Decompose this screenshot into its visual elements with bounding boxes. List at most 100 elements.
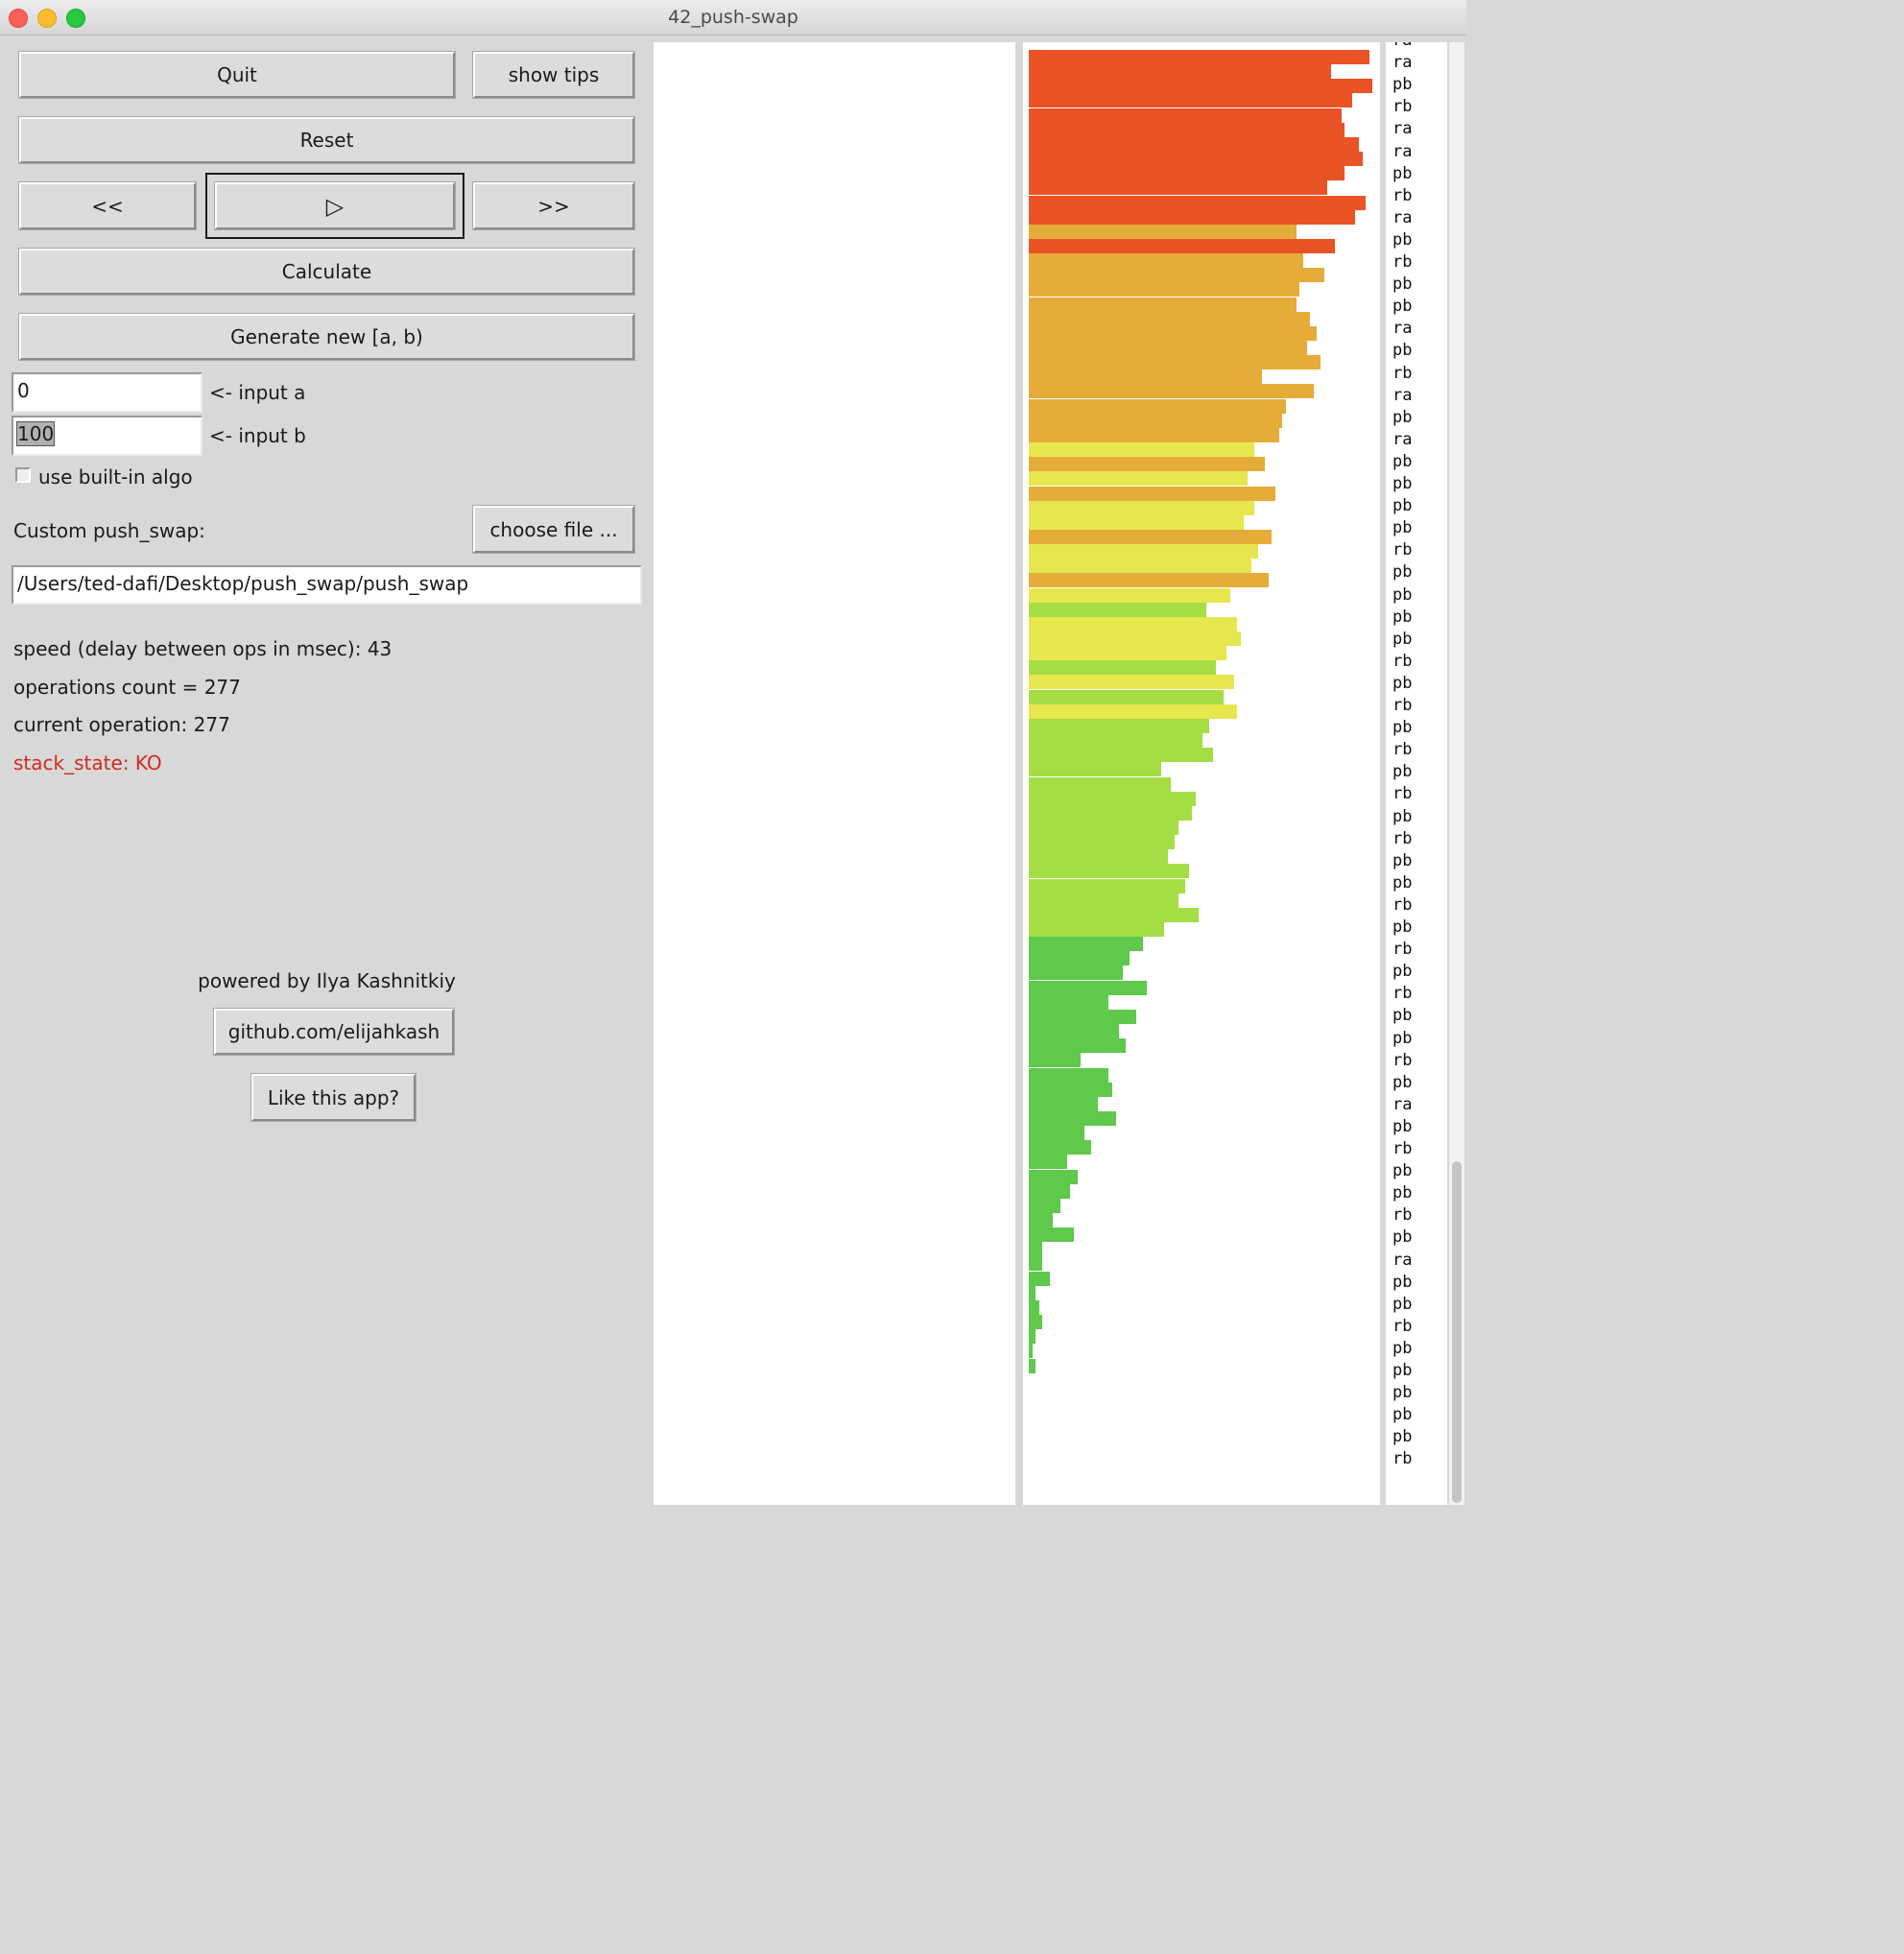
stack-b-panel bbox=[1023, 42, 1380, 1505]
maximize-window-button[interactable] bbox=[66, 9, 85, 28]
operation-item: pb bbox=[1392, 496, 1413, 516]
calculate-button[interactable]: Calculate bbox=[19, 249, 634, 295]
stack-b-bar bbox=[1029, 355, 1321, 370]
stack-b-bar bbox=[1029, 253, 1303, 269]
operations-scrollbar[interactable] bbox=[1449, 42, 1464, 1505]
stack-b-bar bbox=[1029, 893, 1178, 908]
operation-item: ra bbox=[1392, 53, 1413, 73]
operation-item: rb bbox=[1392, 828, 1413, 848]
operation-item: pb bbox=[1392, 718, 1413, 738]
reset-button[interactable]: Reset bbox=[19, 117, 634, 163]
stack-b-bar bbox=[1029, 675, 1234, 690]
operation-item: rb bbox=[1392, 696, 1413, 715]
operation-item: pb bbox=[1392, 1183, 1413, 1203]
operation-item: pb bbox=[1392, 1427, 1413, 1447]
stack-b-bar bbox=[1029, 500, 1255, 515]
choose-file-button[interactable]: choose file ... bbox=[473, 506, 634, 553]
stack-b-bar bbox=[1029, 587, 1230, 603]
operation-item: rb bbox=[1392, 97, 1413, 117]
stack-b-bar bbox=[1029, 980, 1148, 995]
operation-item: pb bbox=[1392, 1383, 1413, 1403]
stack-b-bar bbox=[1029, 238, 1335, 253]
operation-item: ra bbox=[1392, 119, 1413, 139]
operation-item: ra bbox=[1392, 1094, 1413, 1114]
stack-b-bar bbox=[1029, 1344, 1033, 1359]
operation-item: rb bbox=[1392, 252, 1413, 272]
stack-b-bar bbox=[1029, 762, 1161, 777]
stack-b-bar bbox=[1029, 1329, 1036, 1345]
stack-b-bar bbox=[1029, 514, 1245, 530]
quit-button[interactable]: Quit bbox=[19, 52, 455, 98]
operation-item: pb bbox=[1392, 806, 1413, 826]
stack-b-bar bbox=[1029, 1242, 1043, 1257]
stack-b-bar bbox=[1029, 1009, 1137, 1024]
stack-b-bar bbox=[1029, 559, 1251, 574]
input-b-label: <- input b bbox=[209, 424, 306, 447]
window-title: 42_push-swap bbox=[668, 7, 798, 28]
stack-b-bar bbox=[1029, 79, 1373, 94]
operation-item: pb bbox=[1392, 1405, 1413, 1425]
operation-item: rb bbox=[1392, 984, 1413, 1004]
push-swap-path-field[interactable]: /Users/ted-dafi/Desktop/push_swap/push_s… bbox=[12, 565, 642, 605]
stack-b-bar bbox=[1029, 1067, 1109, 1083]
stack-b-bar bbox=[1029, 849, 1168, 865]
stack-b-bar bbox=[1029, 311, 1311, 326]
operation-item: rb bbox=[1392, 740, 1413, 760]
stack-b-bar bbox=[1029, 93, 1352, 108]
operation-item: pb bbox=[1392, 762, 1413, 782]
custom-push-swap-label: Custom push_swap: bbox=[13, 519, 205, 542]
operation-item: pb bbox=[1392, 297, 1413, 317]
close-window-button[interactable] bbox=[9, 9, 28, 28]
stack-b-bar bbox=[1029, 616, 1238, 631]
step-back-button[interactable]: << bbox=[19, 182, 196, 229]
operation-item: pb bbox=[1392, 341, 1413, 361]
stack-b-bar bbox=[1029, 703, 1238, 719]
input-b-field[interactable]: 100 bbox=[12, 416, 202, 456]
stack-b-bar bbox=[1029, 457, 1266, 472]
operation-item: pb bbox=[1392, 1006, 1413, 1026]
scrollbar-thumb[interactable] bbox=[1452, 1161, 1462, 1503]
operation-item: pb bbox=[1392, 1028, 1413, 1048]
operation-item: pb bbox=[1392, 917, 1413, 937]
stack-b-bar bbox=[1029, 122, 1345, 137]
stack-b-bar bbox=[1029, 1169, 1078, 1184]
stack-b-bar bbox=[1029, 1256, 1043, 1272]
stack-b-bar bbox=[1029, 1024, 1120, 1039]
stack-b-bar bbox=[1029, 1299, 1039, 1315]
like-app-button[interactable]: Like this app? bbox=[251, 1074, 416, 1121]
speed-label: speed (delay between ops in msec): 43 bbox=[13, 637, 393, 660]
operations-list[interactable]: rarapbrbrarapbrbrapbrbpbpbrapbrbrapbrapb… bbox=[1386, 42, 1447, 1505]
stack-b-bar bbox=[1029, 718, 1210, 733]
stack-b-bar bbox=[1029, 922, 1165, 937]
operation-item: pb bbox=[1392, 75, 1413, 95]
stack-b-bar bbox=[1029, 166, 1345, 181]
operation-item: pb bbox=[1392, 1272, 1413, 1292]
stack-b-bar bbox=[1029, 64, 1331, 80]
step-forward-button[interactable]: >> bbox=[473, 182, 634, 229]
operation-item: rb bbox=[1392, 540, 1413, 560]
operation-item: pb bbox=[1392, 518, 1413, 538]
operation-item: ra bbox=[1392, 1250, 1413, 1270]
operation-item: pb bbox=[1392, 562, 1413, 583]
stack-b-bar bbox=[1029, 427, 1279, 442]
operation-item: ra bbox=[1392, 319, 1413, 339]
input-b-value: 100 bbox=[15, 421, 56, 446]
stack-b-bar bbox=[1029, 442, 1255, 458]
generate-button[interactable]: Generate new [a, b) bbox=[19, 314, 634, 360]
stack-b-bar bbox=[1029, 50, 1369, 64]
play-button[interactable]: ▷ bbox=[215, 182, 455, 229]
stack-b-bar bbox=[1029, 937, 1144, 952]
operation-item: pb bbox=[1392, 584, 1413, 605]
minimize-window-button[interactable] bbox=[37, 9, 57, 28]
stack-b-bar bbox=[1029, 471, 1249, 487]
show-tips-button[interactable]: show tips bbox=[473, 52, 634, 98]
stack-b-bar bbox=[1029, 180, 1328, 196]
input-a-field[interactable]: 0 bbox=[12, 372, 202, 413]
operation-item: pb bbox=[1392, 1161, 1413, 1181]
builtin-algo-checkbox[interactable] bbox=[15, 467, 31, 483]
operation-item: pb bbox=[1392, 872, 1413, 893]
github-link-button[interactable]: github.com/elijahkash bbox=[214, 1009, 454, 1055]
stack-b-bar bbox=[1029, 820, 1178, 835]
stack-b-bar bbox=[1029, 1315, 1043, 1330]
stack-b-bar bbox=[1029, 951, 1130, 966]
